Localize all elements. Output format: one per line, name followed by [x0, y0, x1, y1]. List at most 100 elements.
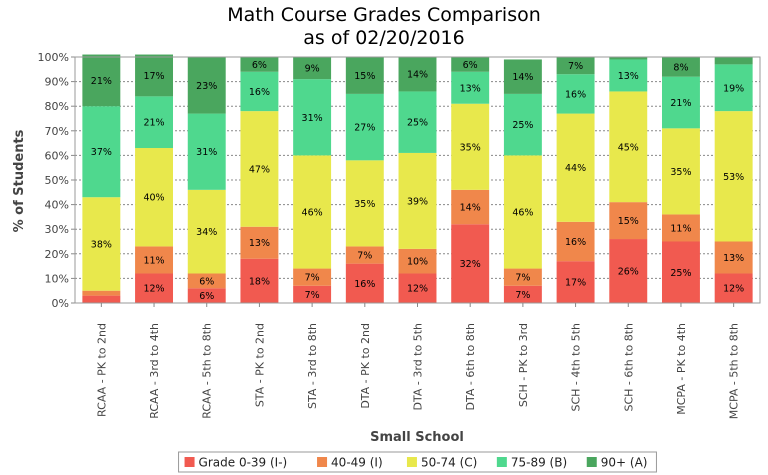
data-label: 23% [196, 81, 217, 92]
bar-segment [661, 76, 700, 129]
bar-segment [398, 57, 437, 92]
data-label: 7% [357, 251, 372, 262]
bar-segment [293, 285, 332, 303]
y-tick-label: 50% [45, 174, 69, 187]
data-label: 38% [91, 239, 112, 250]
data-label: 40% [143, 193, 164, 204]
bar-segment [293, 268, 332, 286]
bar-segment [187, 288, 226, 303]
y-axis-label: % of Students [12, 129, 27, 232]
bar-segment [609, 239, 648, 303]
bar-segment [609, 59, 648, 92]
data-label: 46% [512, 207, 533, 218]
legend-swatch [317, 457, 328, 467]
bar-segment [556, 113, 595, 222]
legend-entry: 75-89 (B) [511, 456, 567, 470]
x-tick-label: RCAA - 5th to 8th [201, 323, 214, 419]
data-label: 17% [565, 278, 586, 289]
data-label: 25% [670, 268, 691, 279]
data-label: 6% [199, 276, 214, 287]
legend-swatch [586, 457, 597, 467]
data-label: 7% [305, 290, 320, 301]
bar-segment [293, 79, 332, 156]
data-label: 14% [407, 70, 428, 81]
bar-segment [503, 155, 542, 269]
bar-segment [187, 273, 226, 289]
x-tick-label: STA - 3rd to 8th [306, 323, 319, 409]
y-tick-label: 20% [45, 248, 69, 261]
bar-segment [293, 57, 332, 80]
bar-segment [187, 57, 226, 114]
bar-segment [398, 248, 437, 274]
data-label: 21% [670, 98, 691, 109]
data-label: 12% [723, 284, 744, 295]
data-label: 12% [143, 284, 164, 295]
data-label: 7% [568, 61, 583, 72]
bar-segment [240, 57, 279, 72]
bar-segment [451, 189, 490, 225]
x-tick-label: RCAA - 3rd to 4th [148, 323, 161, 419]
bar-segment [135, 148, 174, 247]
y-tick-label: 0% [52, 297, 69, 310]
bar-segment [135, 246, 174, 274]
bar-segment [240, 258, 279, 303]
data-label: 13% [618, 71, 639, 82]
data-label: 27% [354, 123, 375, 134]
data-label: 17% [143, 71, 164, 82]
bar-segment [345, 160, 384, 247]
data-label: 25% [512, 120, 533, 131]
data-label: 35% [670, 167, 691, 178]
bar-segment [661, 128, 700, 215]
data-label: 16% [565, 89, 586, 100]
bar-segment [240, 111, 279, 227]
legend: Grade 0-39 (I-) 40-49 (I) 50-74 (C) 75-89 (… [178, 451, 657, 473]
bar-segment [609, 57, 648, 60]
bars: 38% 37% 21% 12% 11% 40% 21% 17% 6% 6% 34% 31% 23% 18%… [82, 54, 753, 303]
data-label: 13% [249, 238, 270, 249]
bar-segment [398, 91, 437, 153]
data-label: 46% [302, 207, 323, 218]
legend-entry: 90+ (A) [601, 456, 648, 470]
data-label: 47% [249, 164, 270, 175]
data-label: 16% [249, 87, 270, 98]
x-axis-label: Small School [370, 430, 464, 445]
x-tick-label: SCH - 6th to 8th [622, 323, 635, 412]
data-label: 7% [515, 290, 530, 301]
y-tick-label: 90% [45, 76, 69, 89]
legend-swatch [406, 457, 417, 467]
data-label: 12% [407, 284, 428, 295]
data-label: 6% [463, 60, 478, 71]
bar-segment [556, 57, 595, 75]
data-label: 14% [512, 72, 533, 83]
data-label: 26% [618, 267, 639, 278]
y-tick-label: 70% [45, 125, 69, 138]
bar-segment [609, 91, 648, 203]
y-tick-label: 80% [45, 100, 69, 113]
bar-segment [661, 241, 700, 303]
bar-segment [503, 93, 542, 156]
bar-segment [187, 113, 226, 190]
data-label: 18% [249, 276, 270, 287]
bar-segment [82, 197, 121, 291]
data-label: 11% [670, 223, 691, 234]
bar-segment [714, 273, 753, 303]
data-label: 13% [460, 83, 481, 94]
chart-subtitle: as of 02/20/2016 [303, 27, 464, 49]
x-tick-label: SCH - PK to 3rd [517, 323, 530, 407]
data-label: 7% [305, 273, 320, 284]
bar-segment [135, 96, 174, 149]
bar-segment [82, 54, 121, 107]
data-label: 15% [618, 216, 639, 227]
bar-segment [345, 263, 384, 303]
data-label: 6% [199, 291, 214, 302]
data-label: 45% [618, 142, 639, 153]
chart-title: Math Course Grades Comparison [227, 4, 541, 26]
bar-segment [240, 226, 279, 259]
y-axis-ticks: 0% 10% 20% 30% 40% 50% 60% 70% 80% 90% 100% [38, 51, 75, 310]
bar-segment [240, 71, 279, 112]
bar-segment [714, 111, 753, 242]
bar-segment [451, 224, 490, 303]
data-label: 21% [91, 76, 112, 87]
bar-segment [503, 268, 542, 286]
